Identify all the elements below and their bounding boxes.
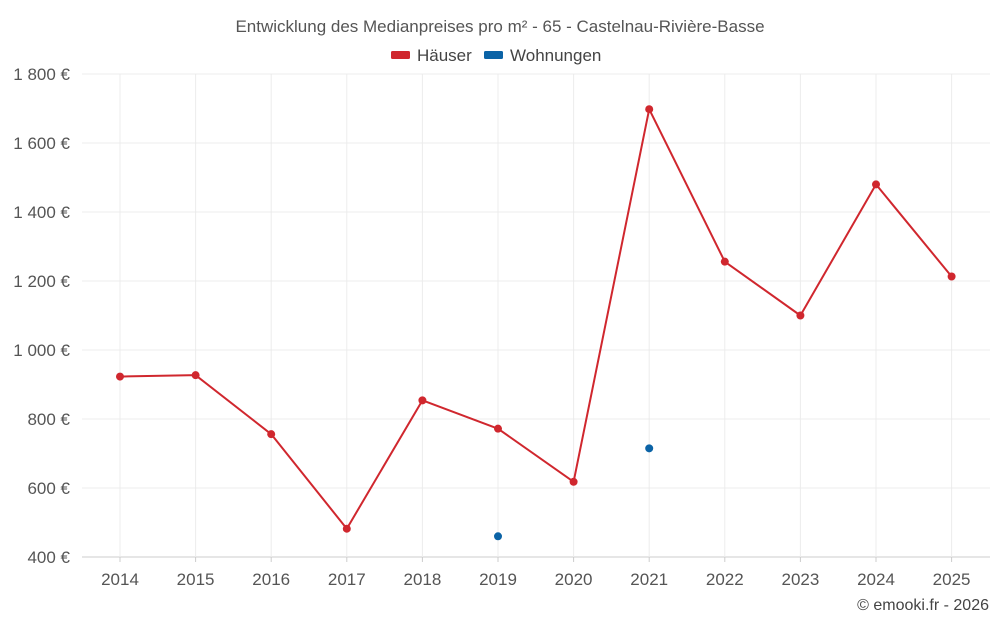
credit-text: © emooki.fr - 2026: [857, 597, 989, 614]
x-tick-label: 2016: [252, 570, 290, 589]
x-tick-label: 2015: [177, 570, 215, 589]
x-tick-label: 2025: [933, 570, 971, 589]
x-tick-label: 2014: [101, 570, 139, 589]
y-tick-label: 400 €: [27, 548, 70, 567]
data-point-haeuser-2018[interactable]: [418, 396, 427, 405]
data-point-wohnungen-2019[interactable]: [494, 532, 502, 541]
y-tick-label: 1 600 €: [13, 134, 70, 153]
x-tick-label: 2023: [781, 570, 819, 589]
y-tick-label: 1 000 €: [13, 341, 70, 360]
data-point-haeuser-2021[interactable]: [645, 105, 654, 114]
data-point-haeuser-2024[interactable]: [872, 180, 880, 189]
legend-label-haeuser: Häuser: [417, 46, 472, 65]
legend-item-haeuser[interactable]: Häuser: [391, 46, 472, 65]
series-line-haeuser: [119, 108, 953, 530]
y-tick-label: 800 €: [27, 410, 70, 429]
legend-item-wohnungen[interactable]: Wohnungen: [484, 46, 601, 65]
data-point-haeuser-2014[interactable]: [116, 372, 124, 381]
data-point-haeuser-2023[interactable]: [796, 311, 805, 320]
y-tick-label: 1 200 €: [13, 272, 70, 291]
legend-swatch-haeuser: [391, 51, 410, 59]
x-tick-label: 2021: [630, 570, 668, 589]
x-tick-label: 2017: [328, 570, 366, 589]
y-tick-label: 600 €: [27, 479, 70, 498]
data-point-haeuser-2025[interactable]: [947, 272, 956, 281]
data-point-wohnungen-2021[interactable]: [645, 444, 654, 453]
x-tick-label: 2022: [706, 570, 744, 589]
data-point-haeuser-2017[interactable]: [342, 524, 351, 533]
legend-label-wohnungen: Wohnungen: [510, 46, 601, 65]
y-tick-label: 1 400 €: [13, 203, 70, 222]
x-tick-label: 2020: [555, 570, 593, 589]
legend-swatch-wohnungen: [484, 51, 503, 59]
x-tick-label: 2019: [479, 570, 517, 589]
data-point-haeuser-2015[interactable]: [191, 371, 200, 380]
y-tick-label: 1 800 €: [13, 65, 70, 84]
x-tick-label: 2024: [857, 570, 895, 589]
data-point-haeuser-2022[interactable]: [720, 257, 729, 266]
plot-area: 400 € 600 € 800 € 1 000 € 1 200 € 1 400 € 1 60…: [13, 65, 990, 589]
legend: Häuser Wohnungen: [391, 46, 601, 65]
data-point-haeuser-2016[interactable]: [267, 430, 276, 439]
x-tick-label: 2018: [403, 570, 441, 589]
data-point-haeuser-2019[interactable]: [494, 424, 502, 433]
chart-title: Entwicklung des Medianpreises pro m² - 6…: [235, 17, 764, 36]
data-point-haeuser-2020[interactable]: [569, 477, 578, 486]
